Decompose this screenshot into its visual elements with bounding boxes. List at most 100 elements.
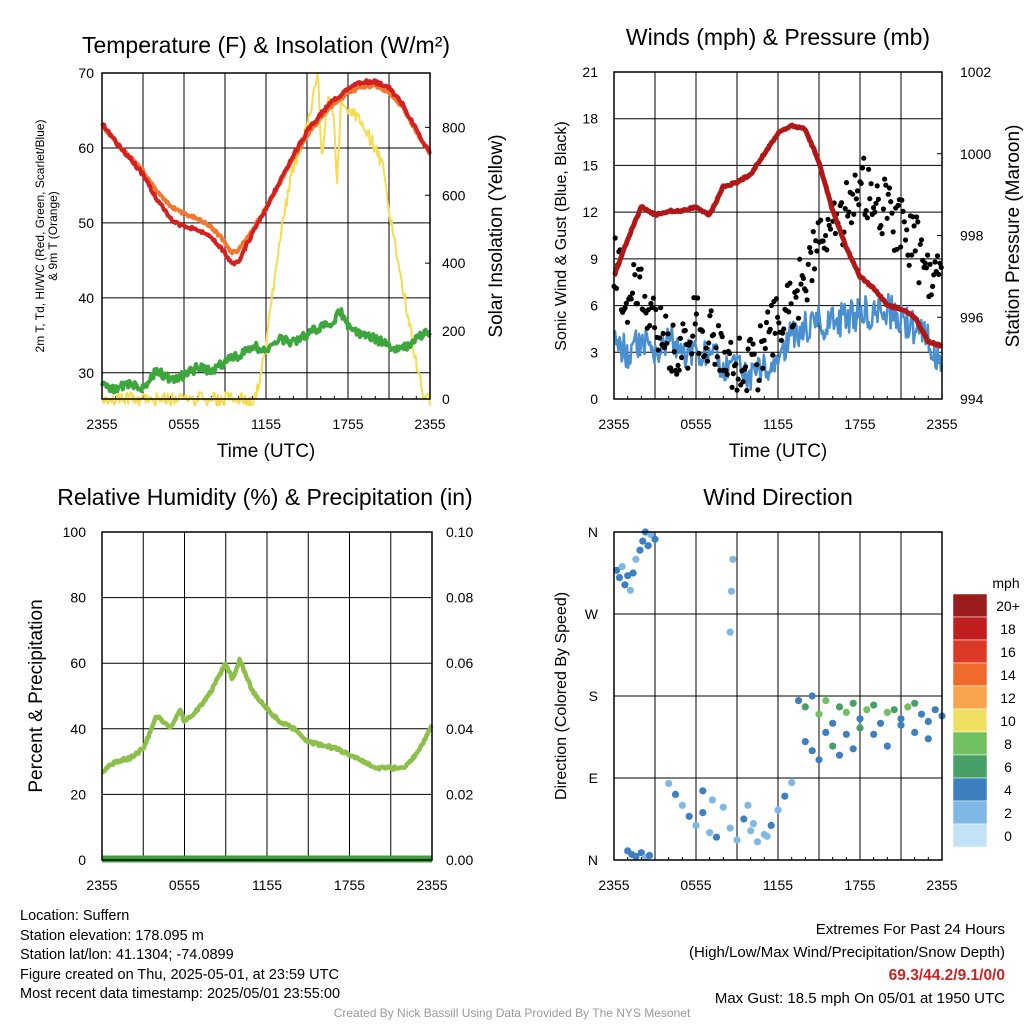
gust-point xyxy=(915,219,921,225)
direction-point xyxy=(774,806,782,814)
direction-point xyxy=(794,697,803,705)
gust-point xyxy=(934,253,941,259)
y-tick-label: 3 xyxy=(590,344,598,360)
y2-tick-label: 996 xyxy=(960,309,984,325)
gust-point xyxy=(898,244,904,250)
gust-point xyxy=(728,339,734,345)
gust-point xyxy=(807,245,813,251)
gust-point xyxy=(824,247,830,253)
gust-point xyxy=(916,280,922,286)
elevation-text: Station elevation: 178.095 m xyxy=(20,927,204,944)
gust-point xyxy=(927,261,933,267)
direction-point xyxy=(781,792,789,800)
gust-point xyxy=(773,296,780,302)
gust-point xyxy=(735,376,741,382)
gust-point xyxy=(613,285,620,291)
direction-point xyxy=(645,851,654,860)
extremes-subtitle: (High/Low/Max Wind/Precipitation/Snow De… xyxy=(689,944,1005,961)
gust-point xyxy=(902,237,909,243)
gust-point xyxy=(842,206,848,212)
gust-point xyxy=(809,278,815,284)
y-tick-label: 60 xyxy=(70,655,86,671)
series-relative-humidity xyxy=(100,656,434,775)
gust-point xyxy=(730,371,736,377)
x-tick-label: 1155 xyxy=(251,416,281,432)
gust-point xyxy=(778,337,784,343)
x-tick-label: 1755 xyxy=(844,877,875,893)
gust-point xyxy=(763,319,770,326)
gust-point xyxy=(671,349,677,355)
gust-point xyxy=(867,196,873,202)
direction-point xyxy=(671,790,680,799)
gust-point xyxy=(825,216,831,222)
legend-swatch xyxy=(952,616,988,641)
legend-swatch xyxy=(952,754,988,779)
y-tick-label: 18 xyxy=(582,111,598,127)
gust-point xyxy=(675,362,681,368)
gust-point xyxy=(707,313,713,319)
gust-point xyxy=(690,333,696,339)
x-tick-label: 0555 xyxy=(168,416,199,432)
x-tick-label: 1155 xyxy=(252,877,282,893)
gust-point xyxy=(715,323,722,329)
gust-point xyxy=(734,387,740,393)
legend-label: 0 xyxy=(1004,828,1012,844)
legend-swatch xyxy=(952,800,988,825)
gust-point xyxy=(883,182,889,188)
recent-data-text: Most recent data timestamp: 2025/05/01 2… xyxy=(20,986,341,1003)
max-gust-text: Max Gust: 18.5 mph On 05/01 at 1950 UTC xyxy=(714,990,1005,1007)
direction-point xyxy=(637,849,645,857)
gust-point xyxy=(767,326,773,332)
legend-swatch xyxy=(952,777,988,802)
gust-point xyxy=(768,302,775,309)
gust-point xyxy=(775,314,781,320)
gust-point xyxy=(665,331,671,337)
gust-point xyxy=(704,358,711,364)
gust-point xyxy=(750,341,756,347)
plot-border xyxy=(613,71,943,400)
direction-point xyxy=(842,730,850,738)
series-2m-temperature xyxy=(100,78,432,267)
gust-point xyxy=(762,345,768,352)
direction-point xyxy=(699,809,707,817)
direction-point xyxy=(744,801,752,809)
gust-point xyxy=(674,371,680,377)
y-tick-label: 15 xyxy=(582,157,598,173)
gust-point xyxy=(712,361,718,367)
y2-tick-label: 1000 xyxy=(960,146,991,162)
gust-point xyxy=(756,377,762,383)
y2-tick-label: 0.10 xyxy=(446,524,473,540)
direction-point xyxy=(808,692,816,700)
x-tick-label: 2355 xyxy=(416,877,447,893)
direction-point xyxy=(615,574,624,582)
gust-point xyxy=(629,290,636,296)
gust-point xyxy=(797,256,803,262)
gust-point xyxy=(713,345,719,351)
direction-point xyxy=(767,821,775,830)
direction-point xyxy=(801,703,809,711)
gust-point xyxy=(623,300,629,306)
gust-point xyxy=(889,210,895,216)
gust-point xyxy=(925,252,931,258)
gust-point xyxy=(885,191,891,197)
direction-point xyxy=(835,703,844,711)
direction-point xyxy=(863,706,871,714)
direction-point xyxy=(692,821,700,830)
y2-tick-label: 0.08 xyxy=(446,590,473,606)
gust-point xyxy=(624,319,631,325)
gust-point xyxy=(652,325,658,331)
y-tick-label: W xyxy=(585,606,599,622)
latlon-text: Station lat/lon: 41.1304; -74.0899 xyxy=(20,947,234,964)
direction-point xyxy=(883,742,891,750)
gust-point xyxy=(917,241,923,247)
gust-point xyxy=(761,337,767,343)
y-tick-label: N xyxy=(588,524,598,540)
gust-point xyxy=(794,288,800,294)
y-tick-label: 50 xyxy=(78,215,94,231)
x-tick-label: 2355 xyxy=(926,416,957,432)
legend-label: 20+ xyxy=(996,598,1020,614)
gust-point xyxy=(687,339,693,345)
y-axis-label: Direction (Colored By Speed) xyxy=(553,592,570,800)
gust-point xyxy=(936,271,942,277)
